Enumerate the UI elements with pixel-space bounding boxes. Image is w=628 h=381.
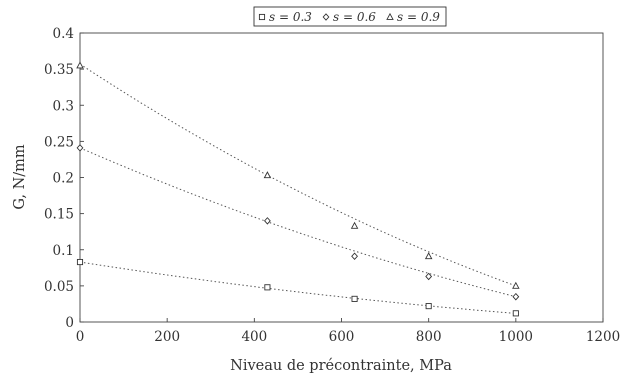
data-point-square xyxy=(76,258,84,266)
y-tick-label: 0.15 xyxy=(44,207,74,223)
trendline-triangle xyxy=(79,63,516,287)
data-point-triangle xyxy=(350,221,359,229)
data-point-square xyxy=(351,295,358,302)
trendlines xyxy=(79,63,516,314)
y-tick-label: 0.4 xyxy=(53,26,74,42)
x-tick-label: 800 xyxy=(416,329,442,345)
data-point-diamond xyxy=(351,252,358,261)
y-tick-label: 0.05 xyxy=(44,279,74,295)
y-tick-label: 0.25 xyxy=(44,134,74,150)
data-point-square xyxy=(425,303,432,310)
data-point-square xyxy=(258,13,266,21)
legend-items: s = 0.3 s = 0.6 s = 0.9 xyxy=(258,10,440,24)
legend-box xyxy=(253,6,447,27)
y-tick-label: 0.2 xyxy=(53,171,74,187)
data-point-square xyxy=(264,284,271,291)
legend-label: s = 0.6 xyxy=(333,10,376,24)
data-point-triangle xyxy=(76,61,84,69)
data-point-diamond xyxy=(425,272,433,281)
y-tick-label: 0.1 xyxy=(53,243,74,259)
trendline-square xyxy=(79,261,516,314)
x-axis-label: Niveau de précontrainte, MPa xyxy=(230,358,452,374)
data-point-triangle xyxy=(424,252,433,260)
trendline-diamond xyxy=(79,147,516,298)
data-point-triangle xyxy=(386,12,394,20)
y-tick-label: 0.35 xyxy=(44,62,74,78)
x-tick-label: 600 xyxy=(329,329,355,345)
legend: s = 0.3 s = 0.6 s = 0.9 xyxy=(253,6,447,27)
x-tick-label: 0 xyxy=(76,329,85,345)
y-tick-label: 0 xyxy=(65,315,74,331)
data-point-diamond xyxy=(264,217,271,225)
x-tick-label: 1000 xyxy=(499,329,533,345)
legend-label: s = 0.3 xyxy=(269,10,312,24)
y-tick-label: 0.3 xyxy=(53,98,74,114)
y-axis-label: G, N/mm xyxy=(12,144,28,210)
plot-area-frame xyxy=(79,32,604,323)
data-points xyxy=(76,61,520,317)
data-point-triangle xyxy=(263,171,272,179)
legend-label: s = 0.9 xyxy=(397,10,440,24)
data-point-diamond xyxy=(512,292,520,301)
data-point-diamond xyxy=(322,13,330,21)
data-point-diamond xyxy=(76,144,84,152)
x-tick-label: 200 xyxy=(154,329,180,345)
data-point-square xyxy=(512,310,519,317)
x-tick-label: 400 xyxy=(241,329,267,345)
x-tick-label: 1200 xyxy=(586,329,620,345)
data-point-triangle xyxy=(512,281,520,289)
axis-ticks: 0 200 400 600 800 1000 1200 0 0.05 0.1 0.15 0.2 0.25… xyxy=(44,26,620,345)
